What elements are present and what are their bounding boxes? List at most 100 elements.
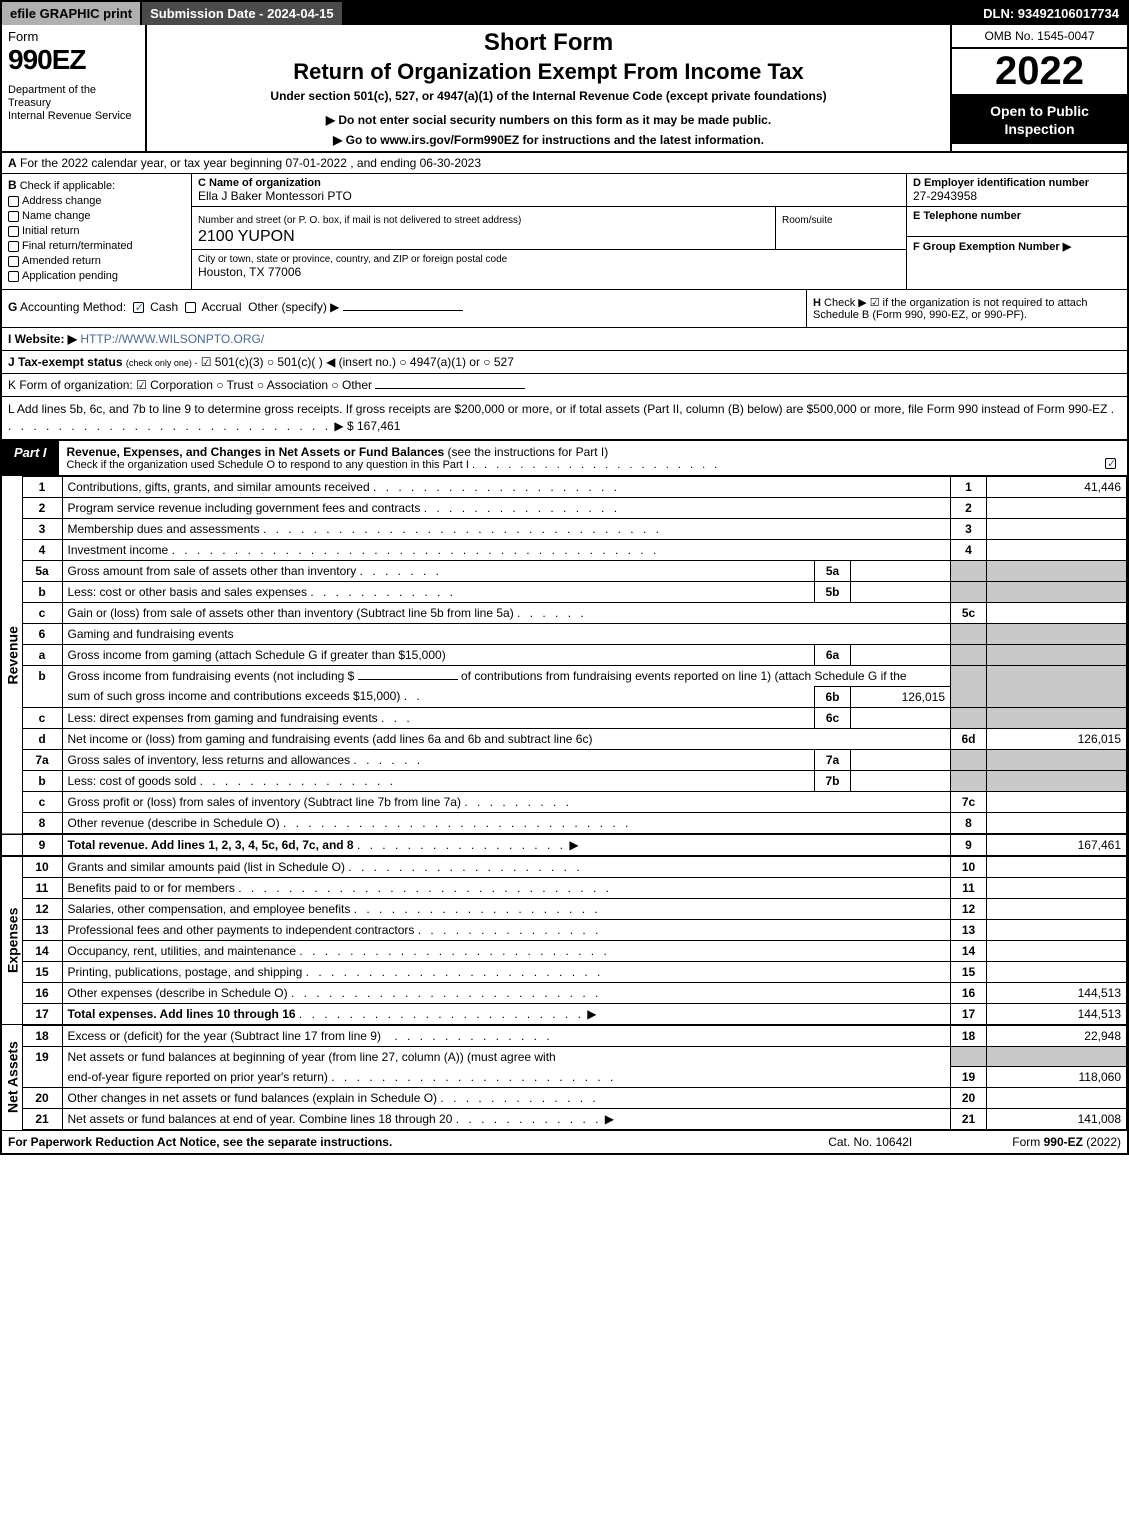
line-9-num: 9 [22, 834, 62, 856]
line-2-desc: Program service revenue including govern… [68, 501, 421, 515]
form-label: Form [8, 29, 139, 44]
ein-label: D Employer identification number [913, 177, 1089, 189]
section-g-label: G [8, 300, 17, 314]
checkbox-name-change[interactable] [8, 211, 19, 222]
ein-value: 27-2943958 [913, 189, 977, 203]
line-12-num: 12 [22, 898, 62, 919]
line-4-desc: Investment income [68, 543, 169, 557]
line-20-desc: Other changes in net assets or fund bala… [68, 1091, 438, 1105]
line-5c-desc: Gain or (loss) from sale of assets other… [68, 606, 514, 620]
org-form-options: Form of organization: ☑ Corporation ○ Tr… [19, 378, 372, 392]
section-b-title: Check if applicable: [20, 180, 115, 192]
instructions-link[interactable]: ▶ Go to www.irs.gov/Form990EZ for instru… [155, 133, 942, 147]
line-16-num: 16 [22, 982, 62, 1003]
line-11-num: 11 [22, 877, 62, 898]
checkbox-accrual[interactable] [185, 302, 196, 313]
line-15-num: 15 [22, 961, 62, 982]
section-k-label: K [8, 378, 16, 392]
line-5b-desc: Less: cost or other basis and sales expe… [68, 585, 307, 599]
line-19-num: 19 [22, 1046, 62, 1088]
line-6b-desc2: of contributions from fundraising events… [461, 669, 907, 683]
line-16-amount: 144,513 [987, 982, 1127, 1003]
line-6d-amount: 126,015 [987, 728, 1127, 749]
top-bar: efile GRAPHIC print Submission Date - 20… [2, 2, 1127, 25]
part-1-title: Revenue, Expenses, and Changes in Net As… [67, 445, 445, 459]
form-header: Form 990EZ Department of the Treasury In… [2, 25, 1127, 153]
form-title-1: Short Form [155, 29, 942, 57]
line-7a-desc: Gross sales of inventory, less returns a… [68, 753, 351, 767]
section-c-organization: C Name of organization Ella J Baker Mont… [192, 174, 907, 289]
gross-receipts-amount: 167,461 [357, 419, 400, 433]
line-6b-desc1: Gross income from fundraising events (no… [68, 669, 355, 683]
line-2-num: 2 [22, 497, 62, 518]
line-5c-num: c [22, 602, 62, 623]
line-1-num: 1 [22, 476, 62, 497]
ssn-warning: ▶ Do not enter social security numbers o… [155, 113, 942, 127]
submission-date: Submission Date - 2024-04-15 [142, 2, 344, 25]
line-6a-num: a [22, 644, 62, 665]
line-13-desc: Professional fees and other payments to … [68, 923, 415, 937]
line-17-amount: 144,513 [987, 1003, 1127, 1025]
line-8-num: 8 [22, 812, 62, 834]
line-5a-desc: Gross amount from sale of assets other t… [68, 564, 357, 578]
line-6d-desc: Net income or (loss) from gaming and fun… [68, 732, 593, 746]
section-h-label: H [813, 297, 821, 309]
section-j-tax-exempt: J Tax-exempt status (check only one) - ☑… [2, 351, 1127, 374]
section-b-label: B [8, 178, 17, 192]
paperwork-notice: For Paperwork Reduction Act Notice, see … [8, 1135, 392, 1149]
department-label: Department of the Treasury Internal Reve… [8, 84, 139, 124]
line-20-num: 20 [22, 1088, 62, 1109]
city-state-zip: Houston, TX 77006 [198, 265, 301, 279]
city-label: City or town, state or province, country… [198, 254, 507, 265]
form-subtitle-section: Under section 501(c), 527, or 4947(a)(1)… [155, 89, 942, 103]
line-6b-amount: 126,015 [851, 686, 951, 707]
website-url[interactable]: HTTP://WWW.WILSONPTO.ORG/ [80, 332, 264, 346]
website-label: I Website: ▶ [8, 332, 77, 346]
checkbox-schedule-o[interactable] [1105, 458, 1116, 469]
section-l-text: Add lines 5b, 6c, and 7b to line 9 to de… [17, 402, 1108, 416]
net-assets-sidebar-label: Net Assets [2, 1025, 22, 1130]
form-ref: 990-EZ [1044, 1135, 1083, 1149]
part-1-tab: Part I [2, 441, 59, 475]
street-label: Number and street (or P. O. box, if mail… [198, 215, 521, 226]
section-l-gross-receipts: L Add lines 5b, 6c, and 7b to line 9 to … [2, 397, 1127, 441]
section-a-text: For the 2022 calendar year, or tax year … [20, 156, 481, 170]
line-7c-desc: Gross profit or (loss) from sales of inv… [68, 795, 461, 809]
line-14-desc: Occupancy, rent, utilities, and maintena… [68, 944, 297, 958]
line-6b-num: b [22, 665, 62, 707]
line-8-desc: Other revenue (describe in Schedule O) [68, 816, 280, 830]
line-3-desc: Membership dues and assessments [68, 522, 260, 536]
checkbox-address-change[interactable] [8, 196, 19, 207]
line-19-desc1: Net assets or fund balances at beginning… [68, 1050, 556, 1064]
line-6c-num: c [22, 707, 62, 728]
checkbox-cash[interactable] [133, 302, 144, 313]
street-address: 2100 YUPON [198, 228, 295, 245]
checkbox-initial-return[interactable] [8, 226, 19, 237]
part-1-subtitle: Check if the organization used Schedule … [67, 459, 469, 471]
line-16-desc: Other expenses (describe in Schedule O) [68, 986, 288, 1000]
line-19-amount: 118,060 [987, 1067, 1127, 1088]
line-14-num: 14 [22, 940, 62, 961]
efile-graphic-print-button[interactable]: efile GRAPHIC print [2, 2, 142, 25]
accounting-method-label: Accounting Method: [20, 300, 126, 314]
line-6a-desc: Gross income from gaming (attach Schedul… [68, 648, 446, 662]
tax-year: 2022 [952, 49, 1127, 96]
group-exemption-label: F Group Exemption Number ▶ [913, 241, 1071, 253]
line-12-desc: Salaries, other compensation, and employ… [68, 902, 351, 916]
checkbox-amended-return[interactable] [8, 256, 19, 267]
checkbox-application-pending[interactable] [8, 271, 19, 282]
line-4-num: 4 [22, 539, 62, 560]
line-6d-num: d [22, 728, 62, 749]
line-9-amount: 167,461 [987, 834, 1127, 856]
line-21-num: 21 [22, 1109, 62, 1130]
line-10-desc: Grants and similar amounts paid (list in… [68, 860, 345, 874]
line-18-num: 18 [22, 1025, 62, 1047]
checkbox-final-return[interactable] [8, 241, 19, 252]
part-1-header: Part I Revenue, Expenses, and Changes in… [2, 441, 1127, 476]
section-i-website: I Website: ▶ HTTP://WWW.WILSONPTO.ORG/ [2, 328, 1127, 351]
line-9-desc: Total revenue. Add lines 1, 2, 3, 4, 5c,… [68, 838, 354, 852]
line-7b-desc: Less: cost of goods sold [68, 774, 197, 788]
section-h-text: Check ▶ ☑ if the organization is not req… [813, 297, 1088, 321]
omb-number: OMB No. 1545-0047 [952, 25, 1127, 49]
revenue-sidebar-label: Revenue [2, 476, 22, 834]
